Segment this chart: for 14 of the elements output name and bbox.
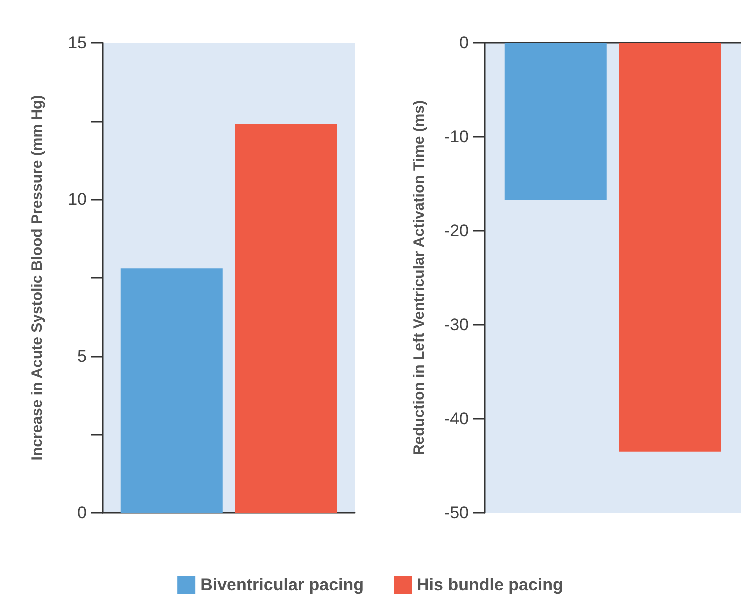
y-tick-label: -20	[444, 222, 469, 240]
y-tick-label: -40	[444, 410, 469, 428]
y-tick-label: -50	[444, 504, 469, 522]
y-tick-label: 5	[78, 346, 87, 366]
legend-label: His bundle pacing	[417, 576, 564, 594]
y-tick-label: -30	[444, 316, 469, 334]
legend-label: Biventricular pacing	[200, 576, 364, 594]
y-tick-label: 10	[68, 190, 87, 210]
y-tick-label: -10	[444, 128, 469, 146]
y-tick-label: 0	[78, 504, 87, 522]
y-tick-label: 0	[460, 34, 469, 52]
y-axis-title: Increase in Acute Systolic Blood Pressure (mm Hg)	[29, 95, 46, 461]
y-tick-label: 15	[68, 34, 87, 52]
y-axis-title: Reduction in Left Ventricular Activation Time (ms)	[411, 100, 428, 456]
